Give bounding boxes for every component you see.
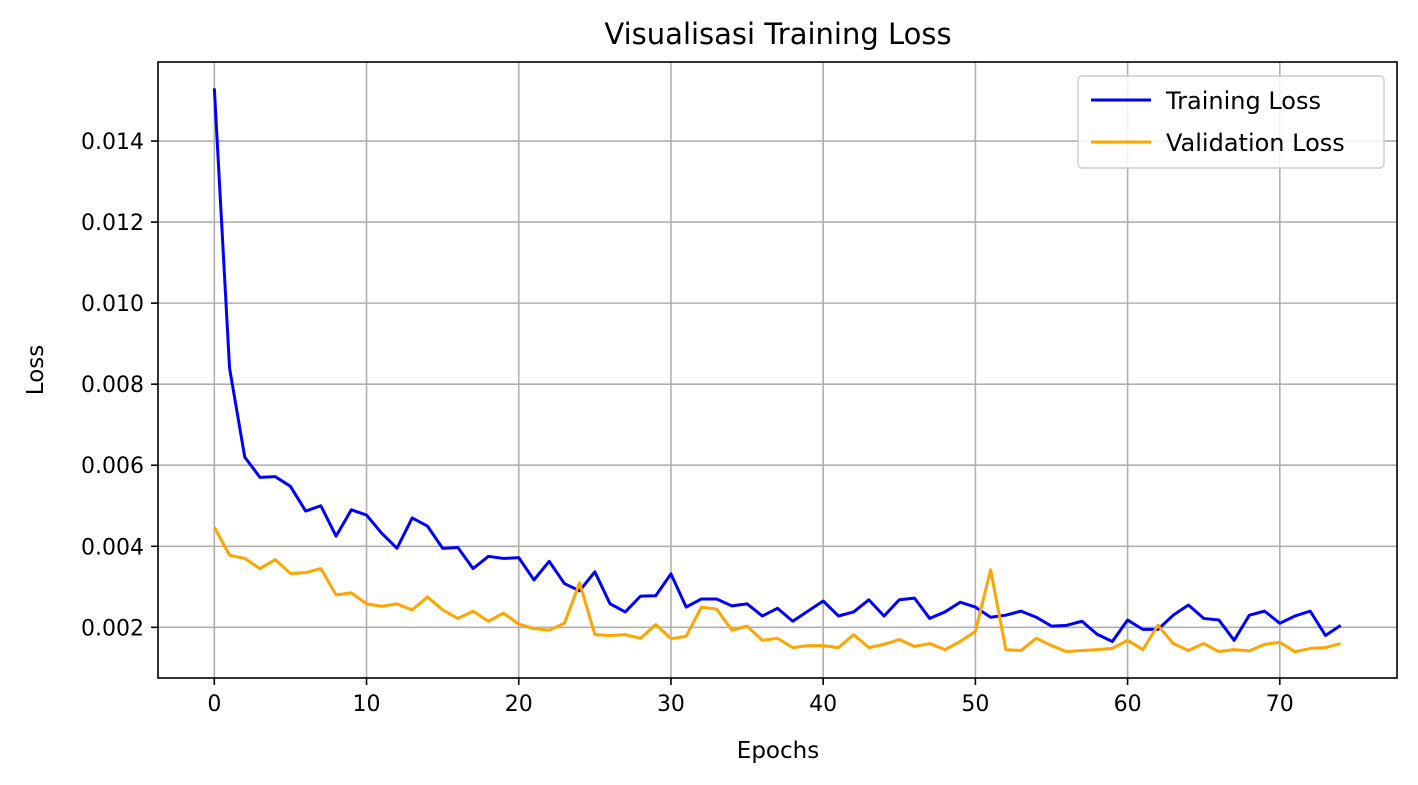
- y-tick-label: 0.004: [81, 535, 144, 560]
- validation-loss-line: [213, 526, 1342, 654]
- x-tick-label: 30: [657, 692, 685, 717]
- plot-frame: [157, 61, 1398, 679]
- chart-title: Visualisasi Training Loss: [604, 17, 951, 51]
- x-tick-label: 60: [1114, 692, 1142, 717]
- legend-box: [1077, 75, 1385, 169]
- x-tick-label: 40: [809, 692, 837, 717]
- x-axis-label: Epochs: [737, 738, 819, 764]
- x-tick-label: 50: [961, 692, 989, 717]
- y-axis-label: Loss: [23, 345, 49, 395]
- x-tick-label: 70: [1266, 692, 1294, 717]
- legend-label-validation: Validation Loss: [1166, 129, 1345, 157]
- y-tick-label: 0.010: [81, 292, 144, 317]
- grid-lines: [158, 62, 1397, 678]
- y-tick-label: 0.008: [81, 373, 144, 398]
- training-loss-line: [212, 88, 1342, 644]
- legend: Training Loss Validation Loss: [1077, 75, 1385, 169]
- y-tick-label: 0.006: [81, 454, 144, 479]
- legend-label-training: Training Loss: [1165, 87, 1321, 115]
- y-tick-label: 0.012: [81, 211, 144, 236]
- axis-ticks: 0 10 20 30 40 50 60 70 0.002 0.004 0.006 0.008 0.010…: [81, 130, 1294, 717]
- y-tick-label: 0.014: [81, 130, 144, 155]
- x-tick-label: 10: [353, 692, 381, 717]
- y-tick-label: 0.002: [81, 616, 144, 641]
- x-tick-label: 20: [505, 692, 533, 717]
- series-lines: [212, 88, 1342, 654]
- x-tick-label: 0: [207, 692, 221, 717]
